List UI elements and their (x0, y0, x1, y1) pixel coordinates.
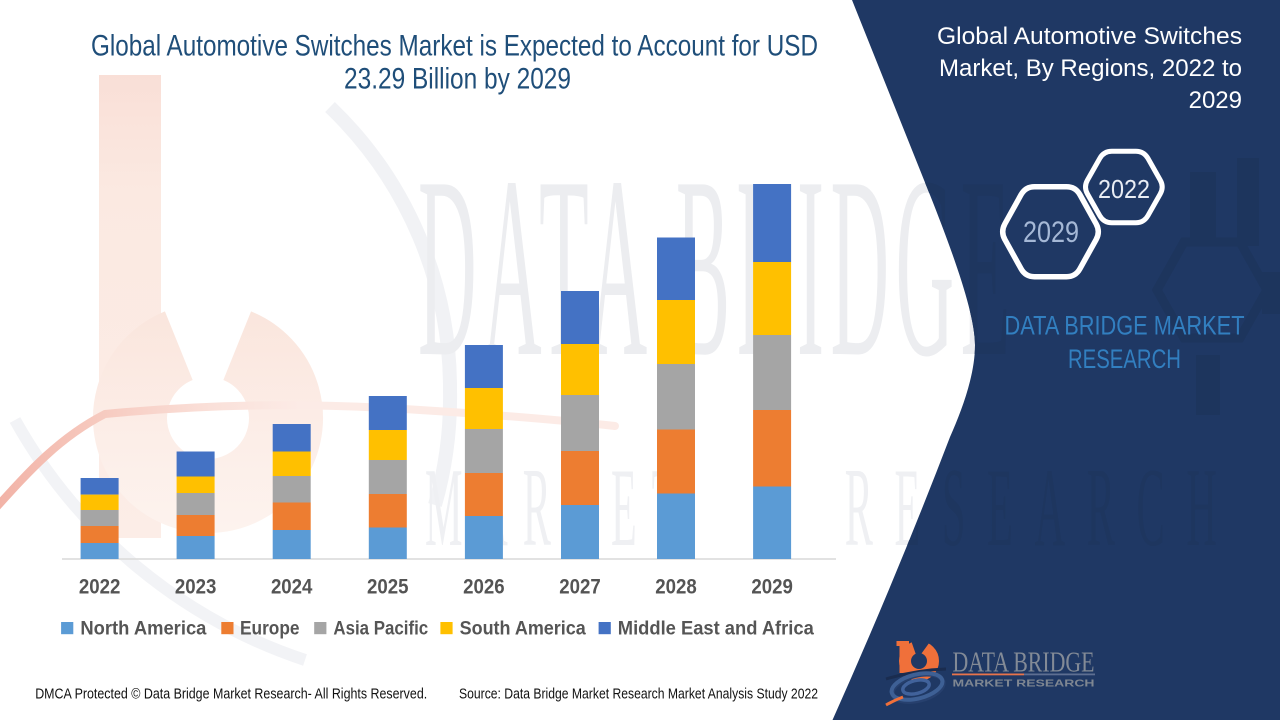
svg-text:2029: 2029 (751, 575, 793, 599)
svg-text:2023: 2023 (175, 575, 217, 599)
svg-text:Source: Data Bridge Market Res: Source: Data Bridge Market Research Mark… (459, 686, 818, 703)
svg-text:Middle East and Africa: Middle East and Africa (618, 619, 814, 640)
svg-text:2022: 2022 (79, 575, 121, 599)
svg-text:Global Automotive Switches Mar: Global Automotive Switches Market is Exp… (91, 30, 818, 63)
svg-text:2029: 2029 (1189, 87, 1242, 114)
svg-text:2022: 2022 (1098, 174, 1150, 204)
svg-text:DATA BRIDGE: DATA BRIDGE (953, 648, 1095, 679)
svg-text:2026: 2026 (463, 575, 505, 599)
svg-text:Asia Pacific: Asia Pacific (333, 619, 428, 640)
svg-text:2029: 2029 (1023, 216, 1079, 249)
svg-text:2025: 2025 (367, 575, 409, 599)
svg-text:23.29 Billion by 2029: 23.29 Billion by 2029 (344, 63, 571, 96)
svg-text:MARKET RESEARCH: MARKET RESEARCH (953, 678, 1095, 690)
svg-text:South America: South America (460, 619, 587, 640)
svg-text:2027: 2027 (559, 575, 601, 599)
svg-text:2024: 2024 (271, 575, 313, 599)
svg-text:DATA BRIDGE MARKET: DATA BRIDGE MARKET (1005, 311, 1245, 341)
svg-text:Europe: Europe (240, 619, 300, 640)
svg-text:2028: 2028 (655, 575, 697, 599)
svg-text:Market, By Regions, 2022 to: Market, By Regions, 2022 to (939, 55, 1242, 82)
svg-text:RESEARCH: RESEARCH (1068, 344, 1181, 374)
svg-text:Global Automotive Switches: Global Automotive Switches (937, 23, 1242, 50)
svg-text:DATA BRIDGE: DATA BRIDGE (418, 123, 1010, 410)
svg-text:DMCA Protected © Data Bridge M: DMCA Protected © Data Bridge Market Rese… (35, 686, 427, 703)
svg-text:North America: North America (80, 619, 206, 640)
